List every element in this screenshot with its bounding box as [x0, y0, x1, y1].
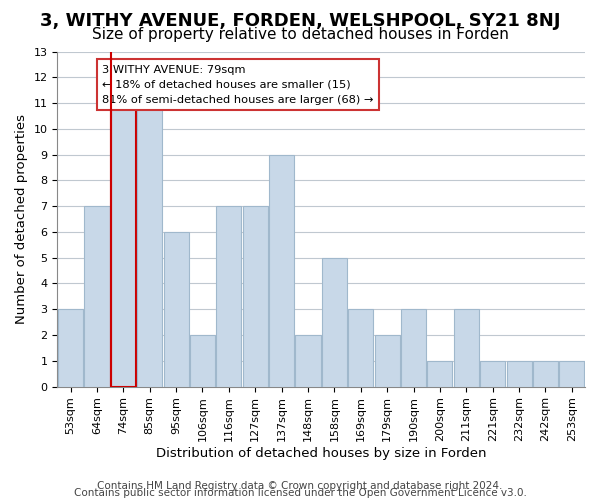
Bar — [454, 310, 479, 386]
Bar — [269, 154, 294, 386]
Bar — [295, 335, 320, 386]
Bar — [58, 310, 83, 386]
X-axis label: Distribution of detached houses by size in Forden: Distribution of detached houses by size … — [156, 447, 487, 460]
Bar — [427, 361, 452, 386]
Bar — [137, 103, 162, 387]
Bar — [243, 206, 268, 386]
Bar — [190, 335, 215, 386]
Bar — [401, 310, 426, 386]
Text: Size of property relative to detached houses in Forden: Size of property relative to detached ho… — [92, 28, 508, 42]
Bar — [480, 361, 505, 386]
Bar — [111, 103, 136, 387]
Text: 3, WITHY AVENUE, FORDEN, WELSHPOOL, SY21 8NJ: 3, WITHY AVENUE, FORDEN, WELSHPOOL, SY21… — [40, 12, 560, 30]
Text: 3 WITHY AVENUE: 79sqm
← 18% of detached houses are smaller (15)
81% of semi-deta: 3 WITHY AVENUE: 79sqm ← 18% of detached … — [102, 65, 374, 104]
Bar — [348, 310, 373, 386]
Bar — [164, 232, 188, 386]
Bar — [374, 335, 400, 386]
Bar — [322, 258, 347, 386]
Text: Contains HM Land Registry data © Crown copyright and database right 2024.: Contains HM Land Registry data © Crown c… — [97, 481, 503, 491]
Y-axis label: Number of detached properties: Number of detached properties — [15, 114, 28, 324]
Text: Contains public sector information licensed under the Open Government Licence v3: Contains public sector information licen… — [74, 488, 526, 498]
Bar — [85, 206, 110, 386]
Bar — [506, 361, 532, 386]
Bar — [559, 361, 584, 386]
Bar — [533, 361, 558, 386]
Bar — [217, 206, 241, 386]
